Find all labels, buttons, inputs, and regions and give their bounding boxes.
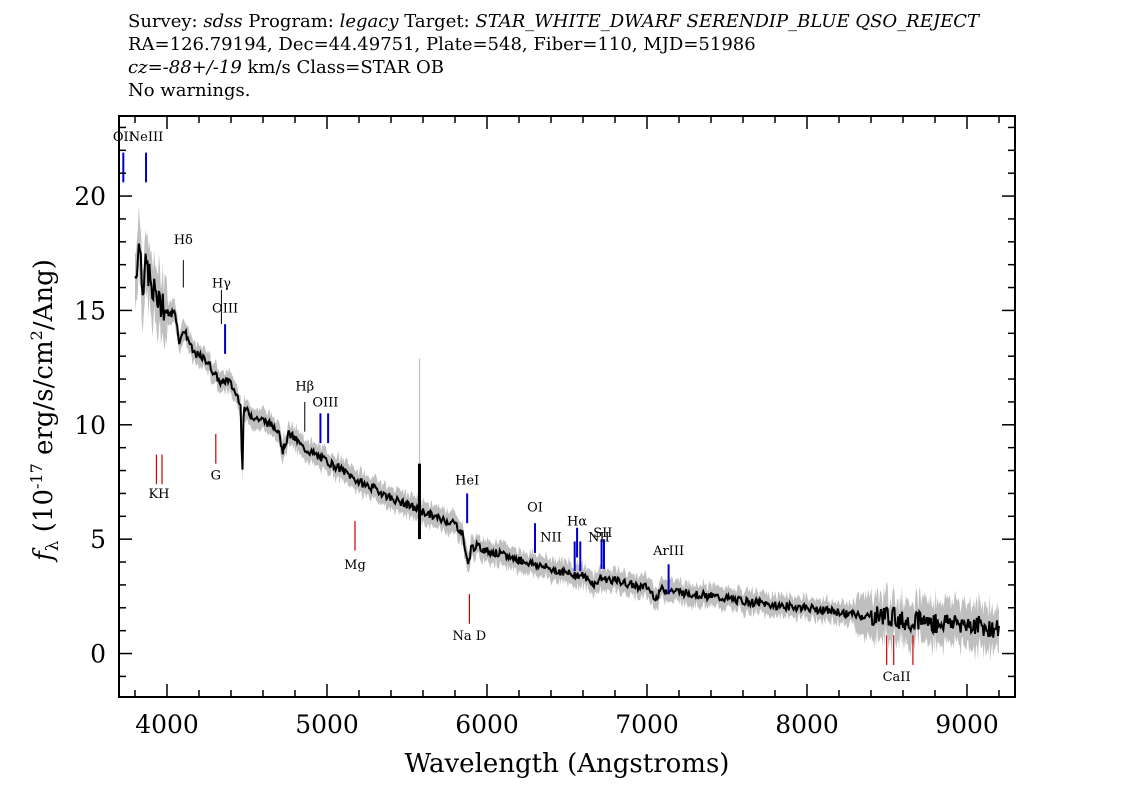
y-label-exponent: -17 — [27, 463, 46, 489]
emission-line-label: HeI — [455, 473, 479, 488]
line-markers — [122, 152, 914, 665]
x-tick-label: 9000 — [935, 710, 999, 739]
header-line-warnings: No warnings. — [128, 80, 251, 101]
absorption-line-label: G — [211, 469, 221, 484]
survey-value: sdss — [203, 11, 243, 32]
emission-line-label: NII — [540, 530, 562, 545]
spectrum-series — [134, 243, 1000, 638]
y-tick-label: 15 — [74, 296, 106, 325]
cz-class: km/s Class=STAR OB — [241, 57, 444, 78]
plot-frame — [118, 115, 1016, 698]
axis-ticks — [119, 116, 1015, 697]
spectrum-header: Survey: sdss Program: legacy Target: STA… — [128, 10, 979, 102]
y-label-units: (10 — [29, 489, 59, 541]
program-label: Program: — [248, 11, 334, 32]
y-tick-label: 5 — [90, 525, 106, 554]
x-tick-label: 5000 — [295, 710, 359, 739]
emission-line-label: NeIII — [129, 130, 163, 145]
emission-line-label: NII — [588, 530, 610, 545]
absorption-line-label: CaII — [883, 670, 911, 685]
header-line-survey: Survey: sdss Program: legacy Target: STA… — [128, 10, 979, 33]
target-label: Target: — [404, 11, 470, 32]
absorption-line-label: KH — [148, 487, 169, 502]
emission-line-label: OIII — [212, 302, 238, 317]
header-line-redshift: cz=-88+/-19 km/s Class=STAR OB — [128, 56, 979, 79]
y-axis-label: fλ (10-17 erg/s/cm2/Ang) — [27, 259, 63, 563]
absorption-line-label: Na D — [453, 629, 487, 644]
cz-label: cz= — [128, 57, 163, 78]
x-axis-label: Wavelength (Angstroms) — [405, 749, 730, 779]
y-label-lambda: λ — [43, 540, 63, 551]
emission-line-label: Hβ — [295, 379, 314, 394]
y-tick-label: 0 — [90, 640, 106, 669]
noise-band — [135, 206, 999, 662]
x-tick-label: 4000 — [135, 710, 199, 739]
program-value: legacy — [339, 11, 399, 32]
emission-line-label: OIII — [312, 396, 338, 411]
x-tick-label: 6000 — [455, 710, 519, 739]
y-label-units2: erg/s/cm — [29, 340, 59, 463]
tick-labels: 4000 5000 6000 7000 8000 9000 0 5 10 15 20 — [74, 182, 999, 739]
y-label-units3: /Ang) — [29, 259, 59, 330]
emission-line-label: SII — [593, 526, 612, 541]
cz-value: -88+/-19 — [162, 57, 242, 78]
emission-line-label: OI — [527, 501, 543, 516]
emission-line-label: ArIII — [652, 544, 684, 559]
target-value: STAR_WHITE_DWARF SERENDIP_BLUE QSO_REJEC… — [475, 11, 980, 32]
x-tick-label: 8000 — [775, 710, 839, 739]
noise-envelope — [135, 206, 999, 662]
absorption-line-label: Mg — [344, 558, 366, 573]
y-label-exponent2: 2 — [27, 330, 46, 340]
flux-line — [134, 243, 1000, 638]
y-tick-label: 20 — [74, 182, 106, 211]
header-line-coords: RA=126.79194, Dec=44.49751, Plate=548, F… — [128, 34, 756, 55]
survey-label: Survey: — [128, 11, 198, 32]
emission-line-label: Hδ — [174, 233, 193, 248]
y-tick-label: 10 — [74, 411, 106, 440]
line-labels: OIINeIIIHδHγOIIIHβOIIIHeIOINIIHαNIISIIAr… — [113, 130, 911, 685]
emission-line-label: Hγ — [212, 277, 231, 292]
emission-line-label: Hα — [567, 514, 587, 529]
x-tick-label: 7000 — [615, 710, 679, 739]
